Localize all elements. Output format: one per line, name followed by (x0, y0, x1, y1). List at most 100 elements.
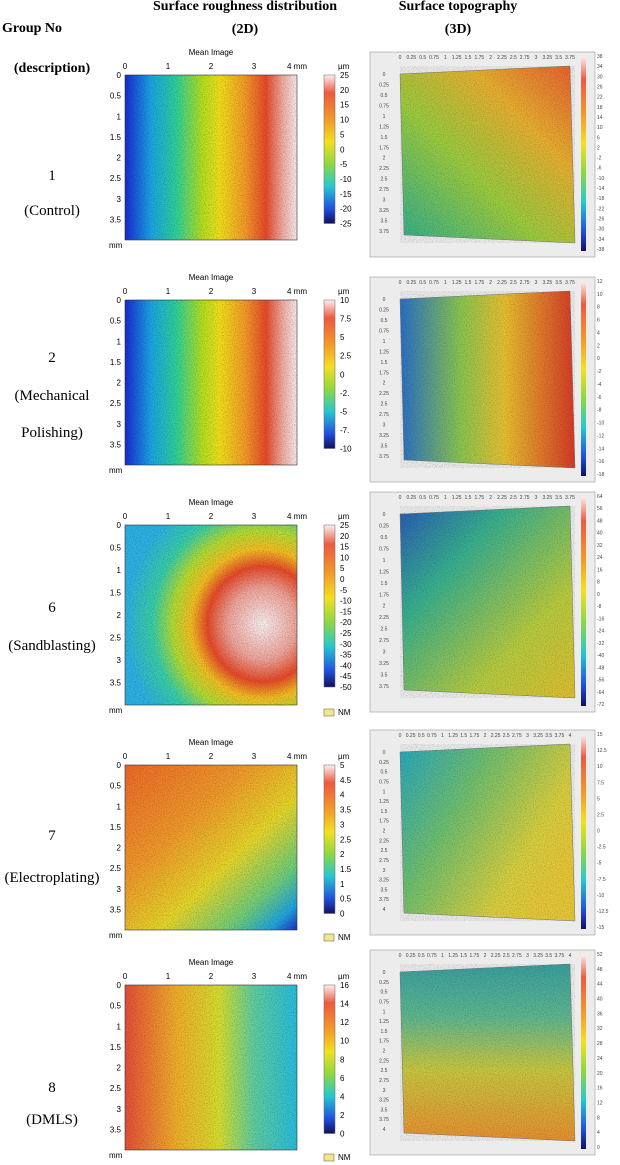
topo-y-tick: 1.75 (379, 1039, 389, 1045)
map-y-tick: 1 (117, 1022, 122, 1031)
topo-x-tick: 2 (489, 280, 492, 286)
scale-tick: 2.5 (340, 835, 352, 844)
topo-scale-tick: -7.5 (597, 877, 606, 883)
topo-x-tick: 3.5 (555, 280, 562, 286)
topo-x-tick: 2.25 (491, 953, 501, 959)
legend-label: NM (338, 708, 351, 717)
topo-x-tick: 1 (444, 495, 447, 501)
topo-scale-tick: 12.5 (597, 748, 607, 754)
topo-y-tick: 0 (383, 970, 386, 976)
topo-x-tick: 3 (535, 495, 538, 501)
topo-colorbar (581, 281, 586, 476)
scale-unit: µm (338, 752, 350, 761)
topo-scale-tick: -56 (597, 678, 604, 684)
topo-x-tick: 3.25 (533, 953, 543, 959)
topo-x-tick: 1.5 (465, 495, 472, 501)
topo-scale-tick: -5 (597, 861, 602, 867)
map-y-tick: 2.5 (110, 1084, 122, 1093)
topo-scale-tick: -14 (597, 446, 604, 452)
topo-scale-tick: 18 (597, 105, 603, 111)
topo-x-tick: 1.75 (470, 953, 480, 959)
topo-x-tick: 2.5 (510, 55, 517, 61)
topo-y-tick: 3.75 (379, 897, 389, 903)
topo-scale-tick: 2 (597, 343, 600, 349)
topo-y-tick: 2.5 (381, 627, 388, 633)
topo-y-tick: 3.5 (381, 219, 388, 225)
topo-x-tick: 1 (444, 280, 447, 286)
topo-x-tick: 3.25 (533, 733, 543, 739)
topo-x-tick: 0.5 (419, 495, 426, 501)
topo-x-tick: 1.75 (470, 733, 480, 739)
map-y-tick: 2 (117, 1064, 122, 1073)
topo-y-tick: 3.5 (381, 1107, 388, 1113)
scale-tick: 4 (340, 1092, 345, 1101)
map-title: Mean Image (189, 958, 234, 967)
topo-y-tick: 4 (383, 1127, 386, 1133)
map-y-tick: 2 (117, 379, 122, 388)
scale-tick: 10 (340, 1037, 349, 1046)
group-number: 6 (48, 600, 56, 616)
topo-texture (400, 66, 575, 243)
map-x-tick: 4 mm (287, 512, 307, 521)
topo-x-tick: 2.75 (512, 733, 522, 739)
topo-scale-tick: -26 (597, 217, 604, 223)
scale-tick: -40 (340, 661, 352, 670)
scale-tick: 6 (340, 1074, 345, 1083)
map-x-tick: 0 (123, 512, 128, 521)
scale-tick: 0.5 (340, 895, 352, 904)
map-x-tick: 2 (209, 972, 214, 981)
scale-tick: -50 (340, 683, 352, 692)
topo-scale-tick: 24 (597, 555, 603, 561)
map-y-unit: mm (109, 1151, 123, 1160)
topo-x-tick: 1 (444, 55, 447, 61)
scale-tick: -5 (340, 586, 348, 595)
header-map-sub: (2D) (232, 22, 259, 37)
map-texture (125, 75, 297, 240)
scale-tick: -20 (340, 618, 352, 627)
topo-y-tick: 2 (383, 156, 386, 162)
topo-scale-tick: -12 (597, 433, 604, 439)
topo-scale-tick: 0 (597, 1145, 600, 1151)
topo-y-tick: 2.5 (381, 402, 388, 408)
map-x-tick: 2 (209, 752, 214, 761)
topo-y-tick: 3.25 (379, 878, 389, 884)
topo-scale-tick: 38 (597, 54, 603, 60)
topo-scale-tick: 6 (597, 318, 600, 324)
topo-scale-tick: 0 (597, 829, 600, 835)
topo-scale-tick: 36 (597, 1011, 603, 1017)
topo-x-tick: 3.5 (555, 55, 562, 61)
topo-y-tick: 0.5 (381, 535, 388, 541)
map-x-tick: 0 (123, 62, 128, 71)
map-texture (125, 300, 297, 465)
topo-scale-tick: 5 (597, 796, 600, 802)
topo-x-tick: 0.75 (429, 495, 439, 501)
topo-y-tick: 3 (383, 423, 386, 429)
map-y-tick: 1 (117, 566, 122, 575)
scale-unit: µm (338, 62, 350, 71)
topo-x-tick: 0.25 (406, 495, 416, 501)
scale-tick: -7. (340, 426, 349, 435)
map-texture (125, 525, 297, 705)
topo-y-tick: 2.25 (379, 1058, 389, 1064)
topo-y-tick: 0.75 (379, 999, 389, 1005)
topo-y-tick: 0 (383, 297, 386, 303)
topo-x-tick: 2.75 (512, 953, 522, 959)
map-y-tick: 0.5 (110, 782, 122, 791)
topo-scale-tick: 0 (597, 592, 600, 598)
topo-scale-tick: -32 (597, 641, 604, 647)
topo-y-tick: 3 (383, 868, 386, 874)
map-y-tick: 0.5 (110, 544, 122, 553)
scale-tick: 3.5 (340, 806, 352, 815)
map-y-unit: mm (109, 241, 123, 250)
map-title: Mean Image (189, 498, 234, 507)
map-y-tick: 1.5 (110, 589, 122, 598)
topo-x-tick: 1 (441, 953, 444, 959)
map-y-tick: 3.5 (110, 905, 122, 914)
scale-tick: 15 (340, 101, 349, 110)
scale-tick: 20 (340, 532, 349, 541)
group-description: (Sandblasting) (8, 638, 96, 654)
group-number: 1 (48, 168, 56, 184)
topo-x-tick: 1.5 (460, 733, 467, 739)
colorbar (323, 299, 336, 449)
topo-scale-tick: -8 (597, 604, 602, 610)
